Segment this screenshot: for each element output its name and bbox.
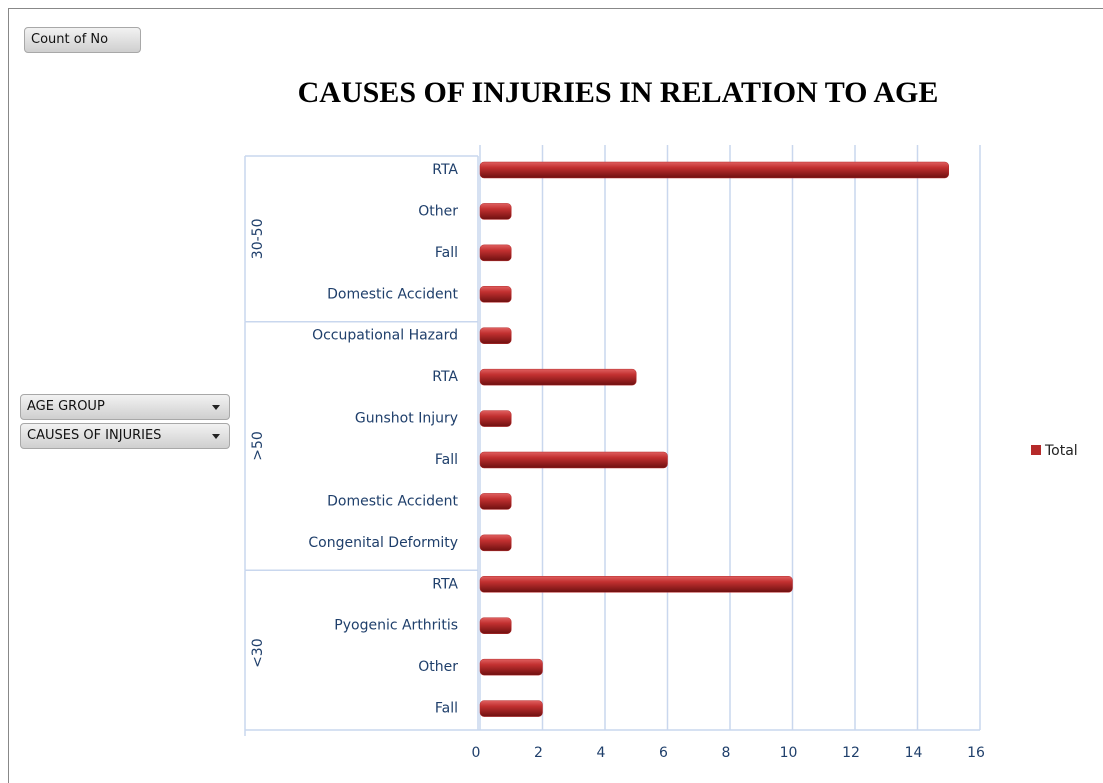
legend-swatch: [1031, 445, 1041, 455]
bar: [479, 658, 543, 676]
x-tick-label: 10: [780, 745, 798, 761]
x-tick-label: 6: [659, 745, 668, 761]
x-tick-label: 2: [534, 745, 543, 761]
category-label: Fall: [435, 701, 458, 717]
x-tick-label: 14: [905, 745, 923, 761]
x-tick-label: 4: [597, 745, 606, 761]
frame: [8, 8, 1103, 783]
bar: [479, 286, 512, 303]
x-tick-label: 12: [842, 745, 860, 761]
bar: [479, 700, 543, 717]
bar: [479, 410, 512, 427]
bar: [479, 451, 668, 469]
category-label: Domestic Accident: [327, 286, 458, 302]
row-field-dropdown[interactable]: CAUSES OF INJURIES: [20, 423, 230, 449]
bar: [479, 617, 512, 634]
chart-title: CAUSES OF INJURIES IN RELATION TO AGE: [298, 76, 939, 109]
bar: [479, 327, 512, 344]
bar: [479, 534, 512, 552]
row-field-dropdown[interactable]: AGE GROUP: [20, 394, 230, 420]
category-label: Fall: [435, 245, 458, 261]
category-label: Other: [418, 659, 458, 675]
category-label: RTA: [432, 162, 458, 178]
category-label: Pyogenic Arthritis: [334, 618, 458, 634]
category-label: Congenital Deformity: [308, 535, 458, 551]
bar: [479, 493, 512, 510]
group-label: <30: [250, 638, 266, 668]
category-label: Fall: [435, 452, 458, 468]
bar: [479, 368, 637, 386]
group-label: >50: [250, 431, 266, 461]
bar: [479, 576, 793, 593]
category-label: RTA: [432, 369, 458, 385]
category-label: Gunshot Injury: [355, 411, 458, 427]
value-field-button[interactable]: Count of No: [24, 27, 141, 53]
bar: [479, 244, 512, 262]
bar: [479, 203, 512, 220]
x-tick-label: 0: [472, 745, 481, 761]
bar: [479, 161, 949, 179]
category-label: RTA: [432, 576, 458, 592]
category-label: Domestic Accident: [327, 493, 458, 509]
x-tick-label: 8: [722, 745, 731, 761]
legend-label: Total: [1044, 443, 1078, 459]
category-label: Occupational Hazard: [312, 328, 458, 344]
group-label: 30-50: [250, 219, 266, 260]
x-tick-label: 16: [967, 745, 985, 761]
category-label: Other: [418, 203, 458, 219]
